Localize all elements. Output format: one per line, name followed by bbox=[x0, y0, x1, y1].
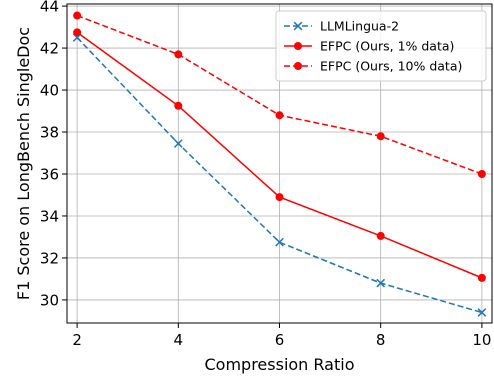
data-point bbox=[477, 273, 486, 282]
data-point bbox=[73, 28, 82, 37]
marker-stroke bbox=[376, 278, 386, 288]
data-point bbox=[477, 308, 487, 317]
x-tick-label: 2 bbox=[72, 331, 82, 349]
x-tick-label: 8 bbox=[376, 331, 386, 349]
y-tick-label: 42 bbox=[40, 40, 59, 58]
data-point bbox=[376, 132, 385, 141]
legend-item: EFPC (Ours, 10% data) bbox=[284, 59, 462, 74]
series-3 bbox=[73, 11, 486, 178]
legend-box bbox=[275, 10, 487, 82]
x-tick-label: 4 bbox=[174, 331, 184, 349]
data-point bbox=[73, 11, 82, 20]
marker-stroke bbox=[173, 139, 183, 148]
legend-label: LLMLingua-2 bbox=[320, 19, 399, 34]
series-layer bbox=[72, 11, 487, 317]
y-tick-label: 38 bbox=[40, 124, 59, 142]
data-point bbox=[376, 278, 386, 288]
series-2 bbox=[73, 28, 486, 282]
data-point bbox=[174, 50, 183, 59]
legend-marker bbox=[294, 62, 302, 70]
x-axis-label: Compression Ratio bbox=[205, 355, 355, 374]
y-axis-label: F1 Score on LongBench SingleDoc bbox=[14, 27, 33, 300]
legend-marker bbox=[294, 42, 302, 50]
y-tick-label: 40 bbox=[40, 82, 59, 100]
series-line bbox=[76, 37, 483, 314]
data-point bbox=[376, 231, 385, 240]
y-tick-label: 44 bbox=[40, 0, 59, 16]
y-tick-label: 32 bbox=[40, 249, 59, 267]
data-point bbox=[275, 237, 284, 247]
legend-label: EFPC (Ours, 10% data) bbox=[320, 59, 462, 74]
x-tick-label: 6 bbox=[275, 331, 285, 349]
data-point bbox=[174, 101, 183, 110]
axis-ticks: 2 4 6 8 10 30 32 34 36 38 40 42 44 bbox=[40, 0, 492, 349]
y-tick-label: 34 bbox=[40, 207, 59, 225]
data-point bbox=[477, 169, 486, 178]
x-tick-label: 10 bbox=[472, 331, 491, 349]
legend-item: EFPC (Ours, 1% data) bbox=[284, 39, 454, 54]
marker-stroke bbox=[293, 21, 303, 31]
marker-stroke bbox=[275, 237, 284, 247]
legend-marker bbox=[293, 21, 303, 31]
legend: LLMLingua-2 EFPC (Ours, 1% data) EFPC (Our… bbox=[275, 10, 487, 82]
data-point bbox=[275, 193, 284, 202]
legend-label: EFPC (Ours, 1% data) bbox=[320, 39, 454, 54]
legend-item: LLMLingua-2 bbox=[284, 19, 399, 34]
y-tick-label: 36 bbox=[40, 165, 59, 183]
data-point bbox=[173, 139, 183, 148]
marker-stroke bbox=[477, 308, 487, 317]
data-point bbox=[275, 111, 284, 120]
y-tick-label: 30 bbox=[40, 291, 59, 309]
